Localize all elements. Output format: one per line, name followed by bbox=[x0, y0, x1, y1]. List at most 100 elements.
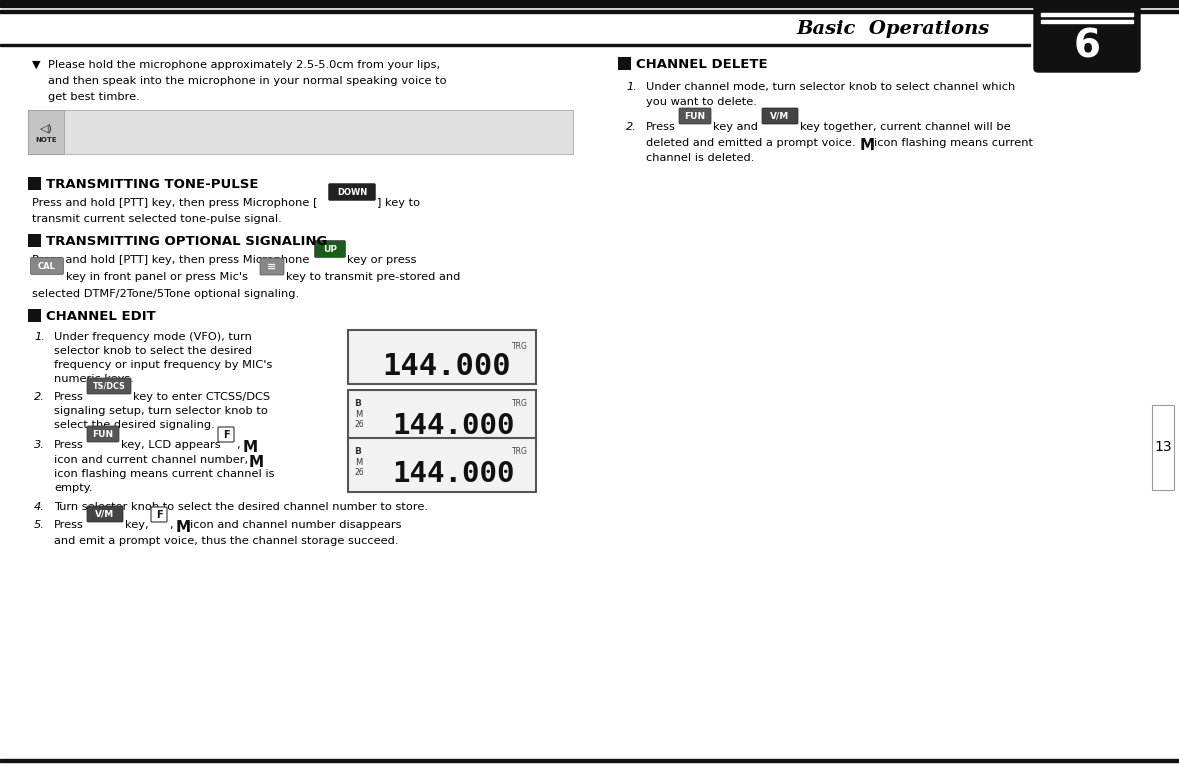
Text: 144.000: 144.000 bbox=[393, 460, 515, 488]
Text: empty.: empty. bbox=[54, 483, 92, 493]
FancyBboxPatch shape bbox=[315, 241, 345, 258]
Text: Under frequency mode (VFO), turn: Under frequency mode (VFO), turn bbox=[54, 332, 252, 342]
Bar bbox=[1041, 13, 1133, 16]
Text: transmit current selected tone-pulse signal.: transmit current selected tone-pulse sig… bbox=[32, 214, 282, 224]
Text: 5.: 5. bbox=[34, 520, 45, 530]
Text: M: M bbox=[355, 410, 362, 419]
FancyBboxPatch shape bbox=[329, 184, 375, 200]
Bar bbox=[1152, 405, 1174, 490]
Text: TS/DCS: TS/DCS bbox=[93, 382, 125, 390]
Text: 2.: 2. bbox=[34, 392, 45, 402]
FancyBboxPatch shape bbox=[87, 426, 119, 442]
Text: ,: , bbox=[169, 520, 172, 530]
FancyBboxPatch shape bbox=[1034, 1, 1140, 72]
Text: numeric keys.: numeric keys. bbox=[54, 374, 134, 384]
Text: 144.000: 144.000 bbox=[383, 351, 512, 380]
Text: F: F bbox=[223, 430, 229, 440]
Text: icon flashing means current: icon flashing means current bbox=[874, 138, 1033, 148]
Bar bbox=[0, 759, 1179, 762]
Text: TRG: TRG bbox=[512, 447, 528, 456]
Text: icon and current channel number,: icon and current channel number, bbox=[54, 455, 248, 465]
Text: Press: Press bbox=[54, 440, 84, 450]
Text: FUN: FUN bbox=[685, 111, 705, 121]
Text: and emit a prompt voice, thus the channel storage succeed.: and emit a prompt voice, thus the channe… bbox=[54, 536, 399, 546]
Text: ] key to: ] key to bbox=[377, 198, 420, 208]
Text: NOTE: NOTE bbox=[35, 137, 57, 143]
Bar bbox=[28, 110, 64, 154]
Bar bbox=[348, 330, 536, 384]
Text: V/M: V/M bbox=[770, 111, 790, 121]
FancyBboxPatch shape bbox=[261, 258, 284, 275]
Text: key or press: key or press bbox=[347, 255, 416, 265]
Text: CAL: CAL bbox=[38, 262, 55, 270]
Text: 1.: 1. bbox=[34, 332, 45, 342]
Text: M: M bbox=[249, 455, 264, 470]
Text: TRG: TRG bbox=[512, 399, 528, 408]
FancyBboxPatch shape bbox=[151, 507, 167, 522]
Text: CHANNEL EDIT: CHANNEL EDIT bbox=[46, 310, 156, 323]
Text: icon flashing means current channel is: icon flashing means current channel is bbox=[54, 469, 275, 479]
Bar bbox=[0, 44, 1030, 46]
Bar bbox=[0, 10, 1179, 13]
Text: TRANSMITTING OPTIONAL SIGNALING: TRANSMITTING OPTIONAL SIGNALING bbox=[46, 235, 328, 248]
FancyBboxPatch shape bbox=[31, 258, 64, 274]
Text: M: M bbox=[355, 458, 362, 467]
Text: Under channel mode, turn selector knob to select channel which: Under channel mode, turn selector knob t… bbox=[646, 82, 1015, 92]
Text: TRG: TRG bbox=[512, 342, 528, 351]
Text: key, LCD appears: key, LCD appears bbox=[121, 440, 220, 450]
Text: Press and hold [PTT] key, then press Microphone: Press and hold [PTT] key, then press Mic… bbox=[32, 255, 309, 265]
Text: F: F bbox=[156, 510, 163, 520]
Text: UP: UP bbox=[323, 245, 337, 253]
Text: key to transmit pre-stored and: key to transmit pre-stored and bbox=[286, 272, 460, 282]
Text: Press: Press bbox=[646, 122, 676, 132]
Text: key to enter CTCSS/DCS: key to enter CTCSS/DCS bbox=[133, 392, 270, 402]
Text: V/M: V/M bbox=[95, 509, 114, 519]
Text: 1.: 1. bbox=[626, 82, 637, 92]
Text: FUN: FUN bbox=[92, 429, 113, 439]
Text: 144.000: 144.000 bbox=[393, 412, 515, 440]
Text: and then speak into the microphone in your normal speaking voice to: and then speak into the microphone in yo… bbox=[48, 76, 447, 86]
Bar bbox=[28, 234, 41, 247]
Text: channel is deleted.: channel is deleted. bbox=[646, 153, 755, 163]
FancyBboxPatch shape bbox=[87, 506, 123, 522]
Bar bbox=[28, 110, 573, 154]
Text: key in front panel or press Mic's: key in front panel or press Mic's bbox=[66, 272, 248, 282]
FancyBboxPatch shape bbox=[762, 108, 798, 124]
Text: 4.: 4. bbox=[34, 502, 45, 512]
Text: signaling setup, turn selector knob to: signaling setup, turn selector knob to bbox=[54, 406, 268, 416]
Text: Press: Press bbox=[54, 392, 84, 402]
Text: 13: 13 bbox=[1154, 440, 1172, 454]
Bar bbox=[1041, 20, 1133, 23]
Bar bbox=[348, 438, 536, 492]
Text: selector knob to select the desired: selector knob to select the desired bbox=[54, 346, 252, 356]
FancyBboxPatch shape bbox=[218, 427, 233, 442]
Text: ≡: ≡ bbox=[268, 262, 277, 272]
Text: ▼: ▼ bbox=[32, 60, 40, 70]
Bar bbox=[0, 0, 1179, 7]
Text: 26: 26 bbox=[355, 468, 364, 477]
Text: key,: key, bbox=[125, 520, 149, 530]
Text: icon and channel number disappears: icon and channel number disappears bbox=[190, 520, 402, 530]
Text: Press and hold [PTT] key, LED lights RED and power intensity showed in: Press and hold [PTT] key, LED lights RED… bbox=[70, 122, 446, 132]
Text: key and: key and bbox=[713, 122, 758, 132]
Text: CHANNEL DELETE: CHANNEL DELETE bbox=[635, 58, 768, 71]
Text: ,: , bbox=[236, 440, 239, 450]
Text: Basic  Operations: Basic Operations bbox=[797, 20, 990, 38]
Text: get best timbre.: get best timbre. bbox=[48, 92, 140, 102]
Bar bbox=[618, 57, 631, 70]
Text: select the desired signaling.: select the desired signaling. bbox=[54, 420, 215, 430]
Text: 3.: 3. bbox=[34, 440, 45, 450]
Text: Please hold the microphone approximately 2.5-5.0cm from your lips,: Please hold the microphone approximately… bbox=[48, 60, 440, 70]
Bar bbox=[348, 390, 536, 444]
Text: 6: 6 bbox=[1074, 27, 1100, 65]
Text: M: M bbox=[243, 440, 258, 455]
Text: you want to delete.: you want to delete. bbox=[646, 97, 757, 107]
FancyBboxPatch shape bbox=[87, 378, 131, 394]
Text: M: M bbox=[176, 520, 191, 535]
FancyBboxPatch shape bbox=[679, 108, 711, 124]
Text: Turn selector knob to select the desired channel number to store.: Turn selector knob to select the desired… bbox=[54, 502, 428, 512]
Text: screen indicates it is transmitting, release to receive.: screen indicates it is transmitting, rel… bbox=[70, 136, 349, 146]
Text: B: B bbox=[354, 399, 361, 408]
Text: DOWN: DOWN bbox=[337, 188, 367, 196]
Bar bbox=[28, 309, 41, 322]
